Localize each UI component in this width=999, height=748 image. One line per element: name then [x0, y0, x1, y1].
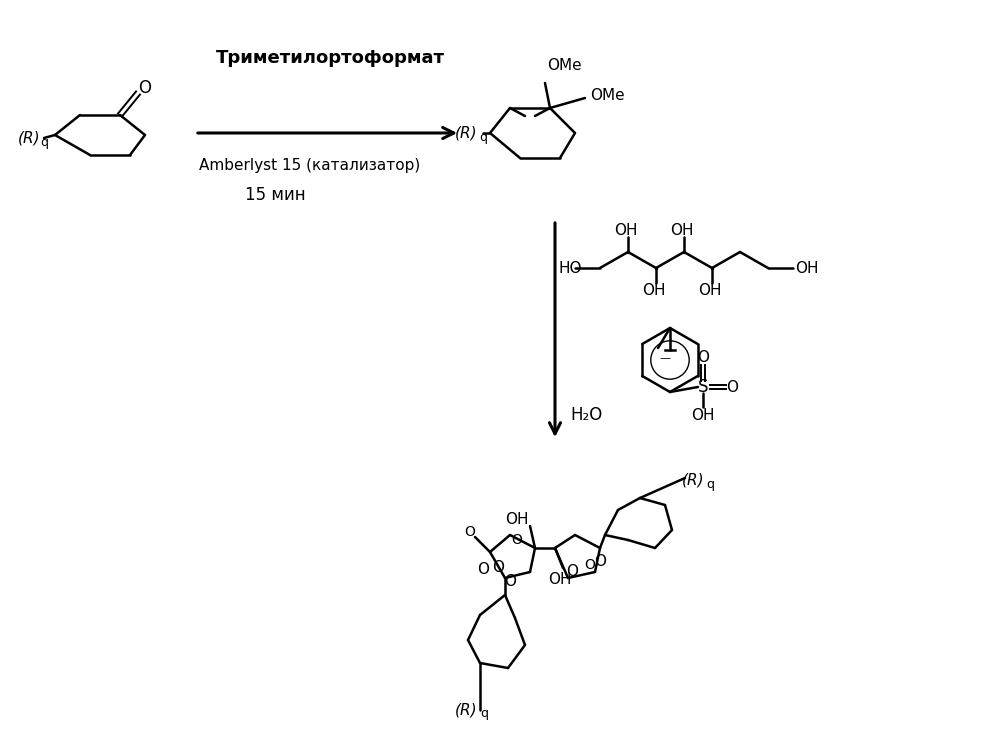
Text: 15 мин: 15 мин [245, 186, 306, 204]
Text: OH: OH [505, 512, 528, 527]
Text: O: O [511, 533, 522, 547]
Text: O: O [584, 558, 595, 572]
Text: HO: HO [558, 260, 581, 275]
Text: O: O [492, 560, 504, 575]
Text: H₂O: H₂O [570, 406, 602, 424]
Text: q: q [706, 477, 714, 491]
Text: OH: OH [670, 222, 693, 238]
Text: O: O [697, 349, 709, 364]
Text: (R): (R) [682, 473, 704, 488]
Text: OH: OH [548, 572, 571, 587]
Text: O: O [726, 379, 738, 394]
Text: OMe: OMe [590, 88, 624, 102]
Text: (R): (R) [455, 126, 478, 141]
Text: (R): (R) [18, 130, 41, 146]
Text: OMe: OMe [547, 58, 581, 73]
Text: q: q [40, 135, 48, 149]
Text: O: O [477, 562, 489, 577]
Text: OH: OH [691, 408, 714, 423]
Text: (R): (R) [455, 702, 478, 717]
Text: S: S [697, 378, 708, 396]
Text: Триметилортоформат: Триметилортоформат [216, 49, 445, 67]
Text: Amberlyst 15 (катализатор): Amberlyst 15 (катализатор) [200, 158, 421, 173]
Text: OH: OH [642, 283, 665, 298]
Text: O: O [139, 79, 152, 97]
Text: —: — [659, 353, 670, 363]
Text: OH: OH [698, 283, 721, 298]
Text: O: O [594, 554, 606, 569]
Text: O: O [566, 565, 578, 580]
Text: q: q [479, 130, 487, 144]
Text: O: O [465, 525, 476, 539]
Text: O: O [504, 574, 516, 589]
Text: OH: OH [614, 222, 637, 238]
Text: q: q [480, 708, 488, 720]
Text: OH: OH [795, 260, 818, 275]
